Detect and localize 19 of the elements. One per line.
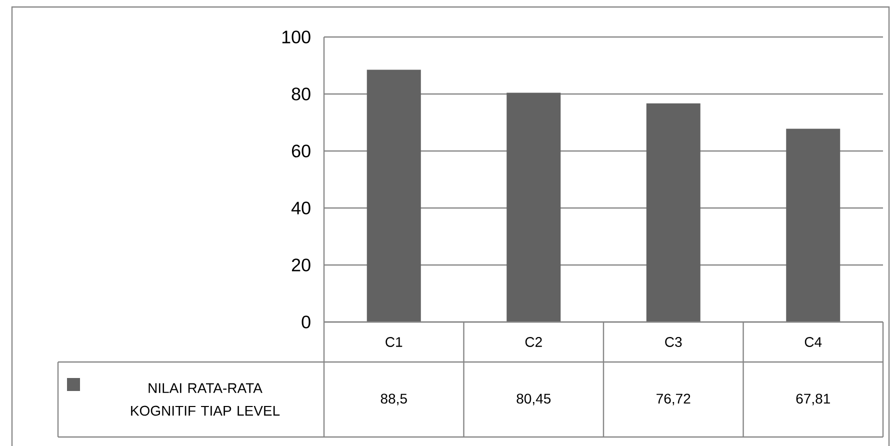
y-tick-label: 40 (291, 202, 310, 214)
text: NILAI RATA-RATA KOGNITIF TIAP LEVEL (131, 383, 280, 416)
x-tick-label: C4 (804, 337, 822, 347)
bar (366, 70, 421, 322)
x-tick-label: C1 (386, 337, 402, 347)
data-label: 88,5 (380, 394, 407, 406)
data-label: 80,45 (516, 394, 551, 406)
y-tick-label: 80 (292, 88, 310, 100)
x-tick-label: C2 (525, 337, 542, 347)
bar (506, 92, 561, 322)
data-label: 67,81 (796, 394, 830, 406)
bar (646, 103, 700, 322)
y-tick-label: 100 (282, 30, 310, 44)
x-tick-label: C3 (665, 337, 682, 347)
y-tick-label: 20 (292, 258, 310, 272)
y-tick-label: 0 (302, 316, 310, 328)
bar (786, 128, 840, 322)
y-tick-label: 60 (292, 144, 310, 158)
data-label: 76,72 (656, 394, 690, 406)
